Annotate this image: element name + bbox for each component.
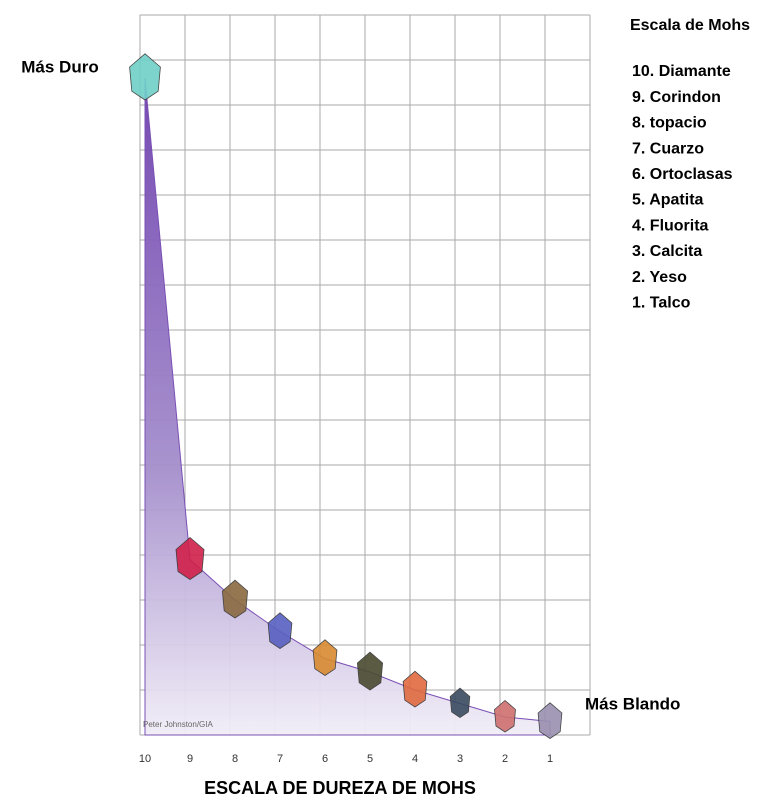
x-tick-label: 6 <box>322 753 328 765</box>
gem <box>356 651 384 691</box>
gem <box>129 53 161 101</box>
legend-item: 4. Fluorita <box>632 217 709 234</box>
legend-item: 5. Apatita <box>632 192 704 209</box>
gem <box>449 687 471 718</box>
gem <box>221 579 249 619</box>
x-tick-label: 9 <box>187 753 193 765</box>
gem <box>312 639 338 676</box>
x-tick-label: 8 <box>232 753 238 765</box>
x-tick-label: 5 <box>367 753 373 765</box>
credit: Peter Johnston/GIA <box>143 720 213 729</box>
legend-item: 3. Calcita <box>632 243 702 260</box>
area <box>144 77 551 736</box>
gem <box>402 670 428 708</box>
legend-item: 2. Yeso <box>632 269 687 286</box>
legend-item: 7. Cuarzo <box>632 140 704 157</box>
x-tick-label: 2 <box>502 753 508 765</box>
legend-item: 10. Diamante <box>632 63 731 80</box>
gem <box>537 702 563 739</box>
legend-item: 8. topacio <box>632 115 707 132</box>
legend-item: 1. Talco <box>632 295 691 312</box>
x-axis-title: ESCALA DE DUREZA DE MOHS <box>204 778 476 798</box>
x-tick-label: 10 <box>139 753 151 765</box>
x-tick-label: 3 <box>457 753 463 765</box>
legend-item: 6. Ortoclasas <box>632 166 733 183</box>
x-tick-label: 1 <box>547 753 553 765</box>
legend-title: Escala de Mohs <box>630 17 750 34</box>
gem <box>175 536 205 580</box>
legend-item: 9. Corindon <box>632 89 721 106</box>
plot <box>129 53 563 739</box>
annotation-top: Más Duro <box>21 57 98 76</box>
x-tick-label: 7 <box>277 753 283 765</box>
annotation-bottom: Más Blando <box>585 694 680 713</box>
gem <box>267 612 293 649</box>
x-tick-label: 4 <box>412 753 418 765</box>
gem <box>494 699 516 733</box>
